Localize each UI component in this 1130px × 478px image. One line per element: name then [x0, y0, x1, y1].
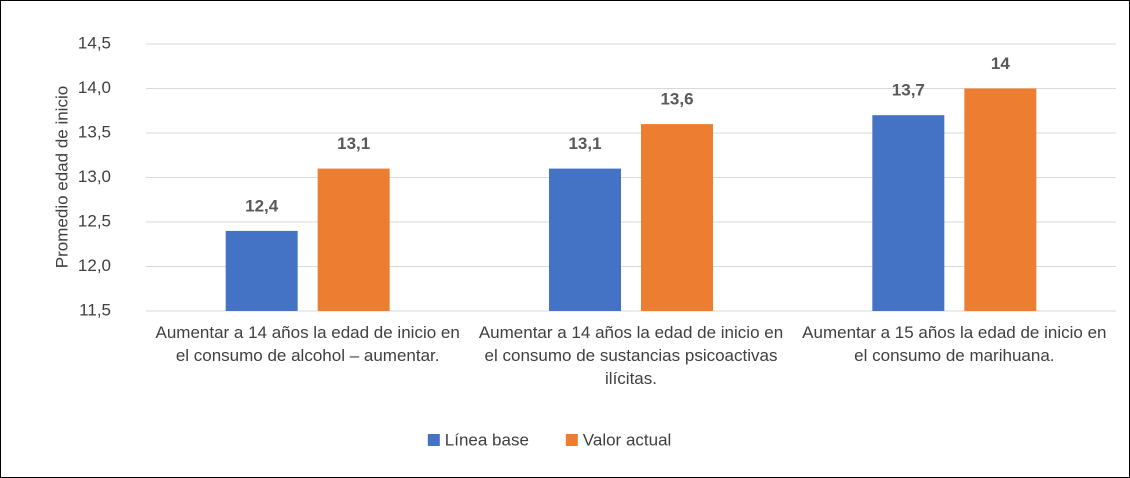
x-tick-label: Aumentar a 14 años la edad de inicio en … — [478, 323, 784, 388]
bar — [964, 88, 1037, 311]
y-tick-label: 14,0 — [78, 78, 111, 97]
bar — [317, 168, 390, 311]
y-tick-label: 12,5 — [78, 211, 111, 230]
y-tick-label: 13,0 — [78, 167, 111, 186]
data-label: 13,6 — [660, 90, 693, 109]
legend-label: Valor actual — [583, 430, 672, 449]
bar — [641, 124, 713, 311]
data-label: 13,7 — [892, 81, 925, 100]
legend-swatch — [427, 434, 440, 446]
legend-swatch — [565, 434, 578, 446]
bar — [872, 115, 945, 311]
x-tick-label: Aumentar a 14 años la edad de inicio en … — [155, 323, 460, 365]
bar — [549, 168, 621, 311]
data-label: 14 — [991, 54, 1010, 73]
bar — [225, 230, 298, 311]
legend-label: Línea base — [445, 430, 529, 449]
data-label: 13,1 — [568, 134, 601, 153]
x-tick-label: Aumentar a 15 años la edad de inicio en … — [802, 323, 1107, 365]
y-tick-label: 14,5 — [78, 33, 111, 52]
y-tick-label: 12,0 — [78, 256, 111, 275]
y-tick-label: 13,5 — [78, 122, 111, 141]
data-label: 13,1 — [337, 134, 370, 153]
y-axis-title: Promedio edad de inicio — [52, 86, 71, 268]
data-label: 12,4 — [245, 196, 279, 215]
y-tick-label: 11,5 — [79, 300, 111, 319]
